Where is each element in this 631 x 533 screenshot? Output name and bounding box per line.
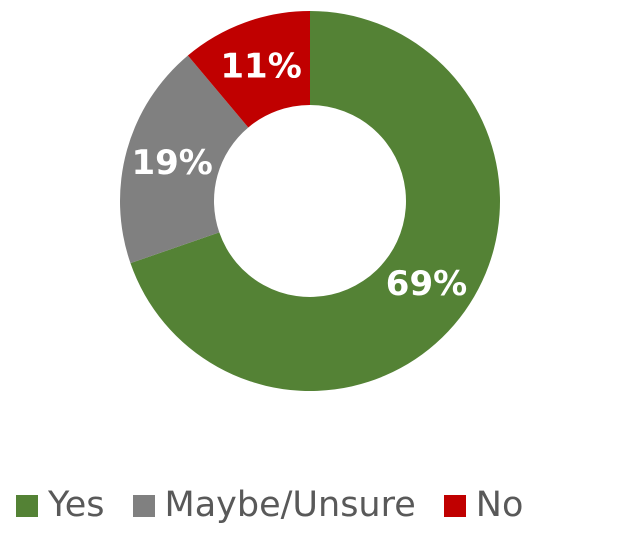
legend-item-maybe-unsure: Maybe/Unsure [132, 485, 416, 525]
slice-labels: 69% 19% 11% [131, 47, 467, 304]
donut-slice-no [187, 10, 310, 128]
legend-label-yes: Yes [48, 485, 105, 525]
legend-swatch-yes [16, 494, 38, 517]
donut-slice-maybe-unsure [119, 55, 249, 264]
chart-legend: Yes Maybe/Unsure No [16, 488, 523, 523]
legend-label-maybe-unsure: Maybe/Unsure [164, 485, 416, 525]
legend-label-no: No [475, 485, 524, 525]
legend-swatch-no [443, 494, 466, 517]
data-label-maybe-unsure: 19% [131, 143, 212, 183]
donut-slice-yes [130, 11, 501, 391]
legend-swatch-maybe-unsure [132, 494, 155, 517]
data-label-yes: 69% [386, 264, 467, 304]
legend-item-yes: Yes [16, 488, 105, 523]
legend-item-no: No [443, 485, 524, 525]
donut-slices [119, 10, 501, 391]
data-label-no: 11% [220, 47, 301, 87]
